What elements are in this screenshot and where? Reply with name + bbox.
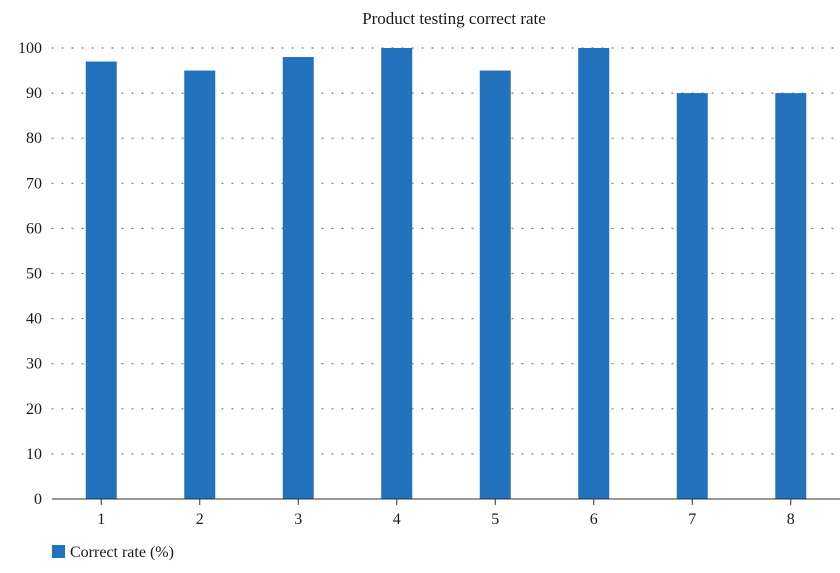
y-tick-label: 0 [34, 491, 42, 508]
bar-2 [184, 70, 216, 500]
legend-label: Correct rate (%) [70, 544, 174, 561]
gridlines [51, 47, 840, 455]
bars [85, 48, 807, 500]
bar-1 [85, 61, 117, 499]
legend-swatch [52, 545, 65, 558]
y-tick-label: 70 [26, 175, 42, 192]
y-tick-label: 40 [26, 311, 42, 328]
bar-3 [282, 57, 314, 500]
y-tick-label: 100 [18, 40, 42, 57]
bar-7 [676, 93, 708, 499]
legend: Correct rate (%) [52, 544, 174, 561]
x-tick-label: 7 [688, 511, 696, 528]
x-tick-label: 1 [97, 511, 105, 528]
x-tick-label: 3 [294, 511, 302, 528]
x-tick-label: 6 [590, 511, 598, 528]
x-tick-label: 8 [787, 511, 795, 528]
x-tick-label: 5 [491, 511, 499, 528]
y-tick-label: 20 [26, 401, 42, 418]
x-axis-ticks: 1 2 3 4 5 6 7 8 [97, 499, 795, 528]
bar-6 [578, 48, 610, 499]
y-tick-label: 30 [26, 356, 42, 373]
y-tick-label: 90 [26, 85, 42, 102]
bar-5 [479, 70, 511, 500]
y-axis-ticks: 0 10 20 30 40 50 60 70 80 90 100 [18, 40, 42, 508]
x-tick-label: 4 [393, 511, 401, 528]
bar-4 [381, 48, 413, 499]
y-tick-label: 10 [26, 446, 42, 463]
bar-8 [775, 93, 807, 499]
y-tick-label: 60 [26, 220, 42, 237]
chart-title: Product testing correct rate [362, 9, 546, 28]
y-tick-label: 50 [26, 266, 42, 283]
y-tick-label: 80 [26, 130, 42, 147]
x-tick-label: 2 [196, 511, 204, 528]
